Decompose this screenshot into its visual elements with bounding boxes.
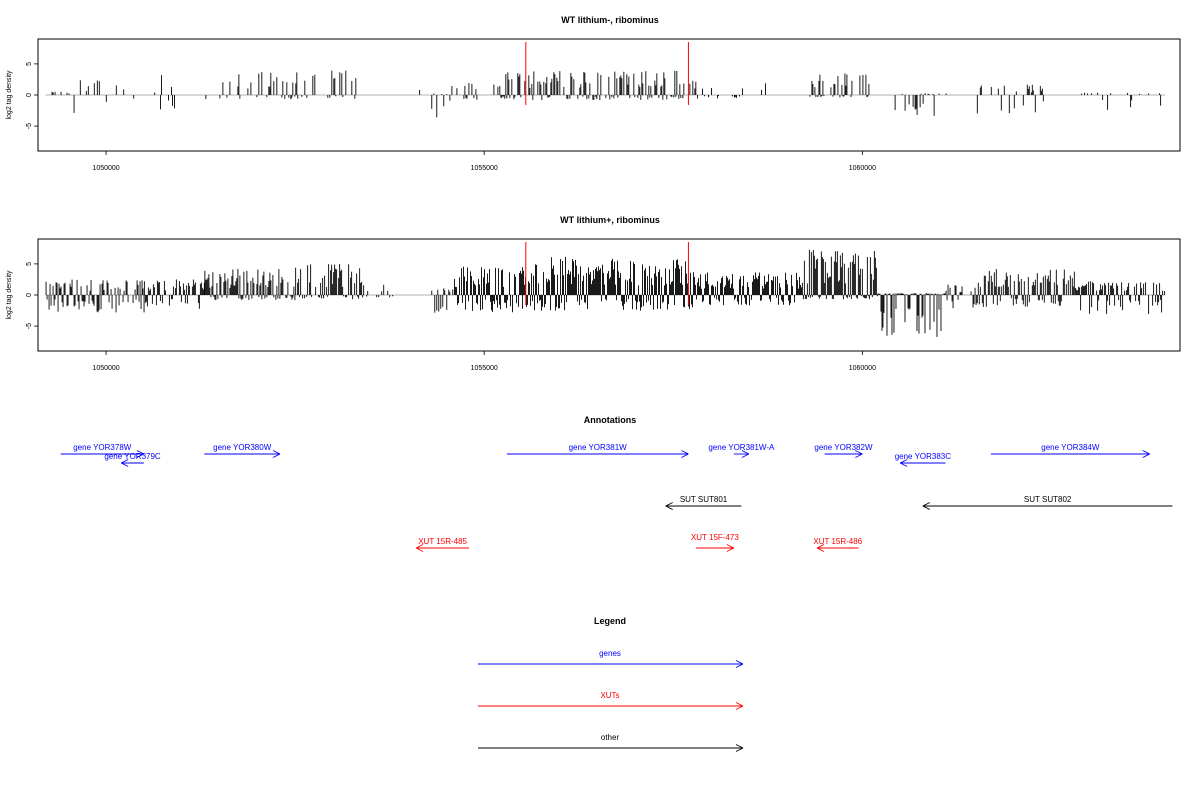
feature-label: gene YOR381W-A [708, 443, 775, 452]
feature-arrow [824, 450, 863, 458]
legend-label: other [601, 733, 620, 742]
x-tick-label: 1050000 [92, 165, 119, 172]
feature-label: gene YOR381W [569, 443, 628, 452]
feature-arrow [415, 544, 470, 552]
feature-arrow [120, 459, 144, 467]
panel-title: WT lithium-, ribominus [561, 15, 659, 25]
feature-arrow [899, 459, 946, 467]
feature-arrow [665, 502, 742, 510]
x-tick-label: 1055000 [471, 365, 498, 372]
feature-label: XUT 15R-486 [813, 537, 862, 546]
legend-arrow [478, 744, 744, 752]
legend-arrow [478, 702, 744, 710]
feature-label: XUT 15F-473 [691, 533, 739, 542]
y-tick-label: -5 [26, 323, 33, 329]
feature-arrow [922, 502, 1173, 510]
panel-wt-lithium-plus: WT lithium+, ribominus log2 tag density … [6, 215, 1181, 372]
y-tick-label: 5 [26, 62, 33, 66]
x-tick-label: 1060000 [849, 365, 876, 372]
feature-label: gene YOR378W [73, 443, 132, 452]
feature-label: XUT 15R-485 [418, 537, 467, 546]
annotations-title: Annotations [584, 415, 637, 425]
feature-arrow [204, 450, 281, 458]
x-tick-label: 1050000 [92, 365, 119, 372]
feature-arrow [506, 450, 689, 458]
feature-label: gene YOR380W [213, 443, 272, 452]
feature-label: gene YOR379C [104, 452, 161, 461]
feature-label: SUT SUT801 [680, 495, 728, 504]
feature-arrow [990, 450, 1150, 458]
y-tick-label: 0 [26, 93, 33, 97]
legend-label: XUTs [600, 691, 619, 700]
feature-label: gene YOR382W [814, 443, 873, 452]
legend-title: Legend [594, 616, 626, 626]
legend-panel: Legend genes XUTs other [478, 616, 744, 752]
y-tick-label: 0 [26, 293, 33, 297]
feature-label: SUT SUT802 [1024, 495, 1072, 504]
density-bars [45, 249, 1166, 337]
feature-label: gene YOR383C [895, 452, 952, 461]
feature-arrow [816, 544, 859, 552]
panel-title: WT lithium+, ribominus [560, 215, 660, 225]
legend-arrow [478, 660, 744, 668]
feature-label: gene YOR384W [1041, 443, 1100, 452]
density-bars [51, 70, 1162, 118]
feature-arrow [60, 450, 145, 458]
panel-wt-lithium-minus: WT lithium-, ribominus log2 tag density … [6, 15, 1181, 172]
feature-arrow [733, 450, 750, 458]
y-axis-label: log2 tag density [6, 70, 13, 120]
x-tick-label: 1060000 [849, 165, 876, 172]
x-tick-label: 1055000 [471, 165, 498, 172]
y-axis-label: log2 tag density [6, 270, 13, 320]
y-tick-label: -5 [26, 123, 33, 129]
y-tick-label: 5 [26, 262, 33, 266]
feature-arrow [695, 544, 734, 552]
legend-label: genes [599, 649, 621, 658]
